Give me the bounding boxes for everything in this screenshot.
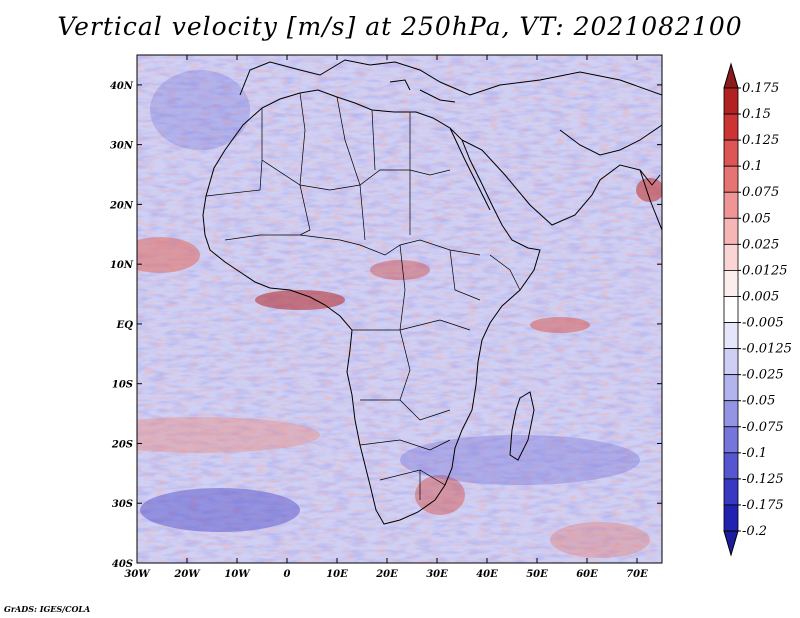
colorbar-swatch <box>723 191 739 219</box>
lat-tick-label: EQ <box>116 320 134 331</box>
lat-tick-label: 40S <box>112 559 133 570</box>
lon-tick-label: 20W <box>173 569 201 580</box>
colorbar-label: 0.15 <box>742 107 771 122</box>
velocity-field <box>137 55 662 563</box>
colorbar-swatch <box>723 217 739 245</box>
colorbar-label: -0.025 <box>742 368 784 383</box>
mediterranean-islands <box>389 79 456 103</box>
persian-gulf <box>559 124 662 156</box>
colorbar-label: -0.0125 <box>742 342 792 357</box>
colorbar-bottom-arrow <box>723 530 739 557</box>
colorbar-swatch <box>723 270 739 297</box>
arabia-coast <box>461 139 661 226</box>
plot-frame <box>136 54 663 564</box>
colorbar: 0.175 0.15 0.125 0.1 0.075 0.05 0.025 0.0125 0.0… <box>723 62 792 557</box>
colorbar-swatch <box>723 426 739 454</box>
lat-tick-label: 20N <box>109 200 134 211</box>
madagascar <box>509 391 535 461</box>
africa-coastline <box>202 89 541 525</box>
colorbar-label: -0.1 <box>742 446 767 461</box>
colorbar-swatch <box>723 504 739 532</box>
colorbar-label: -0.125 <box>742 472 784 487</box>
country-borders <box>205 92 521 500</box>
map-title: Vertical velocity [m/s] at 250hPa, VT: 2… <box>57 12 743 41</box>
lon-tick-label: 10W <box>224 569 251 580</box>
lon-tick-label: 20E <box>375 569 398 580</box>
colorbar-label: 0.005 <box>742 289 779 304</box>
lon-tick-label: 60E <box>576 569 598 580</box>
lon-tick-label: 0 <box>284 569 291 580</box>
red-sea <box>449 127 491 211</box>
colorbar-swatch <box>723 113 739 141</box>
colorbar-label: 0.025 <box>742 237 779 252</box>
lat-tick-label: 30N <box>110 141 134 152</box>
colorbar-swatch <box>723 165 739 193</box>
colorbar-top-arrow <box>723 62 739 89</box>
lon-tick-label: 30W <box>124 569 151 580</box>
colorbar-swatch <box>723 87 739 115</box>
lat-axis: 40N 30N 20N 10N EQ 10S 20S 30S 40S <box>109 81 662 570</box>
india-coast <box>639 169 662 231</box>
lon-axis: 30W 20W 10W 0 10E 20E 30E 40E 50E 60E 70E <box>124 55 648 580</box>
colorbar-swatch <box>723 374 739 402</box>
colorbar-label: 0.075 <box>742 185 779 200</box>
colorbar-label: 0.1 <box>742 159 763 174</box>
lat-tick-label: 10S <box>112 380 133 391</box>
colorbar-label: -0.175 <box>742 498 784 513</box>
colorbar-label: -0.05 <box>742 394 775 409</box>
colorbar-swatch <box>723 452 739 480</box>
lat-tick-label: 30S <box>112 499 133 510</box>
lon-tick-label: 10E <box>326 569 348 580</box>
lon-tick-label: 70E <box>626 569 648 580</box>
colorbar-label: 0.05 <box>742 211 771 226</box>
colorbar-label: -0.075 <box>742 420 784 435</box>
colorbar-label: -0.2 <box>742 524 767 539</box>
lat-tick-label: 20S <box>111 439 133 450</box>
lat-tick-label: 40N <box>110 81 134 92</box>
lon-tick-label: 40E <box>476 569 498 580</box>
credit-text: GrADS: IGES/COLA <box>4 604 91 614</box>
europe-coast <box>239 59 662 96</box>
colorbar-swatch <box>723 478 739 506</box>
colorbar-swatch <box>723 243 739 271</box>
lon-tick-label: 30E <box>426 569 448 580</box>
lat-tick-label: 10N <box>110 260 134 271</box>
colorbar-swatch <box>723 139 739 167</box>
colorbar-label: 0.125 <box>742 133 779 148</box>
colorbar-swatch <box>723 322 739 349</box>
colorbar-swatch <box>723 348 739 376</box>
colorbar-swatch <box>723 296 739 323</box>
colorbar-label: 0.175 <box>742 81 779 96</box>
colorbar-label: -0.005 <box>742 316 784 331</box>
coastlines <box>202 59 662 525</box>
colorbar-label: 0.0125 <box>742 263 788 278</box>
lon-tick-label: 50E <box>526 569 548 580</box>
colorbar-swatch <box>723 400 739 428</box>
